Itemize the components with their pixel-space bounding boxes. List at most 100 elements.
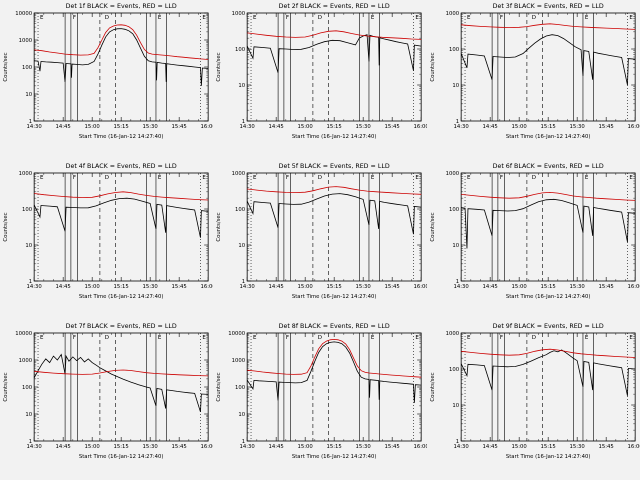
x-tick-label: 14:30 bbox=[27, 284, 43, 290]
flag-label: E bbox=[253, 175, 257, 181]
y-tick-label: 1000 bbox=[445, 11, 459, 17]
panel-title: Det 9f BLACK = Events, RED = LLD bbox=[492, 323, 603, 330]
flag-label: E bbox=[585, 175, 589, 181]
y-tick-label: 100 bbox=[235, 385, 246, 391]
y-axis-label: Counts/sec bbox=[3, 372, 9, 401]
x-tick-label: 15:00 bbox=[511, 284, 527, 290]
y-tick-label: 10 bbox=[25, 412, 32, 418]
x-tick-label: 14:45 bbox=[482, 444, 497, 450]
flag-label: E bbox=[629, 15, 633, 21]
chart-panel-det-8f: Det 8f BLACK = Events, RED = LLD 1 10 100 10… bbox=[216, 323, 427, 460]
y-tick-label: 10 bbox=[25, 243, 32, 249]
y-tick-label: 1 bbox=[29, 439, 32, 445]
y-axis-label: Counts/sec bbox=[430, 372, 436, 401]
x-tick-label: 16:00 bbox=[414, 444, 427, 450]
flag-label: D bbox=[318, 335, 322, 341]
flag-label: E bbox=[371, 15, 375, 21]
x-tick-label: 14:30 bbox=[453, 444, 469, 450]
plot-frame bbox=[247, 332, 422, 442]
x-axis-label: Start Time (16-Jan-12 14:27:40) bbox=[292, 294, 377, 300]
flag-label: E bbox=[467, 15, 471, 21]
flag-label: E bbox=[158, 15, 162, 21]
y-tick-label: 1000 bbox=[19, 171, 33, 177]
x-axis-label: Start Time (16-Jan-12 14:27:40) bbox=[506, 134, 591, 140]
y-axis-label: Counts/sec bbox=[216, 52, 222, 81]
x-tick-label: 15:00 bbox=[85, 444, 101, 450]
x-tick-label: 16:00 bbox=[201, 284, 214, 290]
flag-label: F bbox=[286, 175, 289, 181]
x-tick-label: 14:30 bbox=[453, 124, 469, 130]
x-tick-label: 14:30 bbox=[240, 124, 256, 130]
y-tick-label: 1000 bbox=[19, 358, 33, 364]
plot-frame bbox=[33, 172, 209, 282]
x-tick-label: 15:15 bbox=[114, 444, 129, 450]
chart-panel-det-6f: Det 6f BLACK = Events, RED = LLD 1 10 100 10… bbox=[430, 163, 640, 300]
y-tick-label: 100 bbox=[235, 207, 246, 213]
lld-series bbox=[34, 191, 209, 201]
x-tick-label: 15:00 bbox=[298, 284, 314, 290]
flag-label: F bbox=[500, 335, 503, 341]
y-axis-label: Counts/sec bbox=[430, 212, 436, 241]
x-tick-label: 14:45 bbox=[482, 284, 497, 290]
x-axis-label: Start Time (16-Jan-12 14:27:40) bbox=[292, 134, 377, 140]
lld-series bbox=[34, 24, 209, 60]
x-tick-label: 14:45 bbox=[269, 124, 284, 130]
y-tick-label: 100 bbox=[235, 47, 246, 53]
events-series bbox=[460, 349, 635, 396]
x-tick-label: 15:15 bbox=[540, 124, 555, 130]
y-tick-label: 1000 bbox=[445, 171, 459, 177]
x-tick-label: 15:15 bbox=[114, 284, 129, 290]
plot-frame bbox=[460, 172, 636, 282]
x-tick-label: 15:15 bbox=[114, 124, 129, 130]
x-tick-label: 15:45 bbox=[385, 444, 400, 450]
x-tick-label: 15:30 bbox=[356, 444, 372, 450]
lld-series bbox=[247, 186, 422, 195]
x-axis-label: Start Time (16-Jan-12 14:27:40) bbox=[79, 134, 164, 140]
x-tick-label: 15:30 bbox=[143, 444, 159, 450]
flag-label: E bbox=[253, 15, 257, 21]
lld-series bbox=[460, 23, 635, 30]
x-tick-label: 15:45 bbox=[385, 284, 400, 290]
x-tick-label: 15:30 bbox=[569, 444, 585, 450]
plot-frame bbox=[33, 332, 209, 442]
flag-label: E bbox=[585, 15, 589, 21]
panel-title: Det 6f BLACK = Events, RED = LLD bbox=[492, 163, 603, 170]
flag-label: E bbox=[40, 15, 44, 21]
flag-label: E bbox=[371, 175, 375, 181]
flag-label: E bbox=[158, 335, 162, 341]
flag-label: E bbox=[467, 175, 471, 181]
chart-panel-det-9f: Det 9f BLACK = Events, RED = LLD 1 10 100 10… bbox=[430, 323, 640, 460]
y-axis-label: Counts/sec bbox=[3, 212, 9, 241]
y-tick-label: 1000 bbox=[19, 38, 33, 44]
x-tick-label: 15:45 bbox=[172, 444, 187, 450]
events-series bbox=[247, 34, 422, 73]
panel-title: Det 4f BLACK = Events, RED = LLD bbox=[66, 163, 177, 170]
x-tick-label: 14:45 bbox=[56, 284, 71, 290]
plot-frame bbox=[247, 12, 422, 122]
x-tick-label: 16:00 bbox=[414, 124, 427, 130]
y-axis-label: Counts/sec bbox=[216, 212, 222, 241]
events-series bbox=[247, 341, 422, 403]
y-tick-label: 10 bbox=[25, 92, 32, 98]
y-tick-label: 1 bbox=[242, 439, 245, 445]
y-tick-label: 100 bbox=[22, 207, 33, 213]
flag-label: E bbox=[371, 335, 375, 341]
flag-label: F bbox=[500, 15, 503, 21]
lld-series bbox=[460, 191, 635, 201]
x-tick-label: 15:15 bbox=[327, 444, 342, 450]
y-tick-label: 10 bbox=[239, 83, 246, 89]
x-tick-label: 15:15 bbox=[327, 284, 342, 290]
chart-panel-det-1f: Det 1f BLACK = Events, RED = LLD 1 10 100 10… bbox=[3, 3, 213, 140]
flag-label: D bbox=[105, 15, 109, 21]
x-tick-label: 15:15 bbox=[540, 284, 555, 290]
flag-label: E bbox=[202, 15, 206, 21]
flag-label: F bbox=[500, 175, 503, 181]
lld-series bbox=[247, 338, 422, 378]
y-tick-label: 1000 bbox=[232, 171, 246, 177]
y-tick-label: 10 bbox=[452, 403, 459, 409]
y-tick-label: 1 bbox=[29, 279, 32, 285]
x-tick-label: 15:00 bbox=[298, 444, 314, 450]
chart-panel-det-3f: Det 3f BLACK = Events, RED = LLD 1 10 100 10… bbox=[430, 3, 640, 140]
x-tick-label: 15:45 bbox=[598, 284, 613, 290]
x-tick-label: 15:45 bbox=[172, 124, 187, 130]
